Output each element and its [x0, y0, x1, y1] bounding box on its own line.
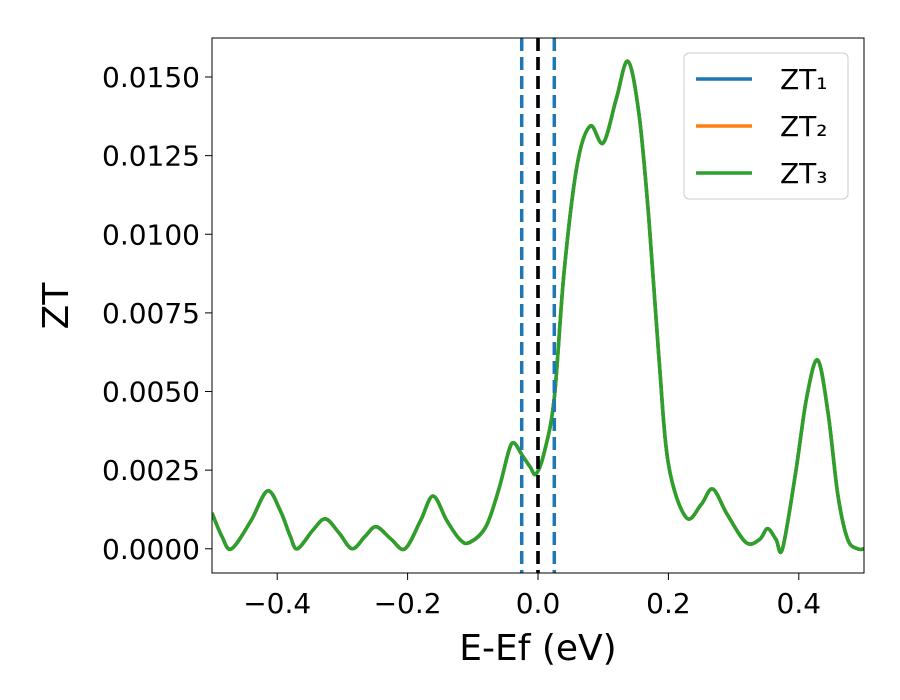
- plot-area: [212, 38, 864, 573]
- plot-frame: [211, 37, 865, 574]
- legend-label: ZT₁: [780, 63, 828, 96]
- x-tick-label: −0.2: [374, 587, 442, 620]
- x-axis-label: E-Ef (eV): [459, 628, 616, 669]
- x-tick-label: 0.2: [646, 587, 691, 620]
- y-tick-label: 0.0075: [102, 297, 200, 330]
- y-tick-label: 0.0025: [102, 454, 200, 487]
- y-axis-label: ZT: [36, 282, 77, 330]
- legend-label: ZT₃: [780, 157, 828, 190]
- legend-label: ZT₂: [780, 110, 828, 143]
- y-tick-label: 0.0125: [102, 140, 200, 173]
- legend-box: [683, 52, 849, 200]
- series-line: [212, 59, 864, 555]
- x-tick-label: −0.4: [243, 587, 311, 620]
- x-tick-label: 0.0: [516, 587, 561, 620]
- y-tick-label: 0.0150: [102, 61, 200, 94]
- x-tick-label: 0.4: [777, 587, 822, 620]
- y-tick-label: 0.0050: [102, 376, 200, 409]
- y-tick-label: 0.0000: [102, 533, 200, 566]
- y-tick-label: 0.0100: [102, 218, 200, 251]
